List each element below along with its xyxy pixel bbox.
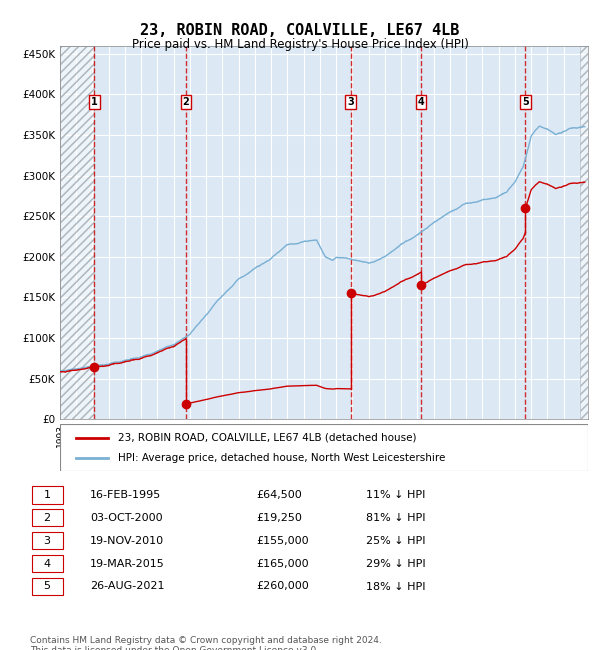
Text: 1: 1: [44, 490, 50, 500]
FancyBboxPatch shape: [60, 424, 588, 471]
Text: 18% ↓ HPI: 18% ↓ HPI: [366, 582, 426, 592]
Text: Contains HM Land Registry data © Crown copyright and database right 2024.
This d: Contains HM Land Registry data © Crown c…: [30, 636, 382, 650]
Text: 5: 5: [44, 582, 50, 592]
Text: £165,000: £165,000: [256, 558, 308, 569]
Text: £64,500: £64,500: [256, 490, 302, 500]
Text: HPI: Average price, detached house, North West Leicestershire: HPI: Average price, detached house, Nort…: [118, 453, 445, 463]
Text: 23, ROBIN ROAD, COALVILLE, LE67 4LB: 23, ROBIN ROAD, COALVILLE, LE67 4LB: [140, 23, 460, 38]
Bar: [60, 46, 94, 419]
FancyBboxPatch shape: [32, 578, 62, 595]
Text: 29% ↓ HPI: 29% ↓ HPI: [366, 558, 426, 569]
Text: 3: 3: [44, 536, 50, 545]
Text: 16-FEB-1995: 16-FEB-1995: [90, 490, 161, 500]
Text: Price paid vs. HM Land Registry's House Price Index (HPI): Price paid vs. HM Land Registry's House …: [131, 38, 469, 51]
Text: 25% ↓ HPI: 25% ↓ HPI: [366, 536, 426, 545]
Text: 2: 2: [44, 513, 51, 523]
Text: 4: 4: [418, 97, 424, 107]
Text: 19-MAR-2015: 19-MAR-2015: [90, 558, 165, 569]
Text: 4: 4: [44, 558, 51, 569]
Text: £19,250: £19,250: [256, 513, 302, 523]
Text: £155,000: £155,000: [256, 536, 308, 545]
FancyBboxPatch shape: [32, 509, 62, 527]
Bar: [580, 46, 588, 419]
Text: 5: 5: [522, 97, 529, 107]
FancyBboxPatch shape: [32, 486, 62, 504]
Text: 2: 2: [182, 97, 189, 107]
Text: 1: 1: [91, 97, 98, 107]
Text: 03-OCT-2000: 03-OCT-2000: [90, 513, 163, 523]
Text: 11% ↓ HPI: 11% ↓ HPI: [366, 490, 425, 500]
Bar: [60, 46, 94, 419]
Text: 23, ROBIN ROAD, COALVILLE, LE67 4LB (detached house): 23, ROBIN ROAD, COALVILLE, LE67 4LB (det…: [118, 432, 416, 443]
Bar: [580, 46, 588, 419]
Text: 81% ↓ HPI: 81% ↓ HPI: [366, 513, 426, 523]
Text: 19-NOV-2010: 19-NOV-2010: [90, 536, 164, 545]
Text: 26-AUG-2021: 26-AUG-2021: [90, 582, 165, 592]
FancyBboxPatch shape: [32, 555, 62, 572]
FancyBboxPatch shape: [32, 532, 62, 549]
Text: £260,000: £260,000: [256, 582, 308, 592]
Text: 3: 3: [347, 97, 354, 107]
